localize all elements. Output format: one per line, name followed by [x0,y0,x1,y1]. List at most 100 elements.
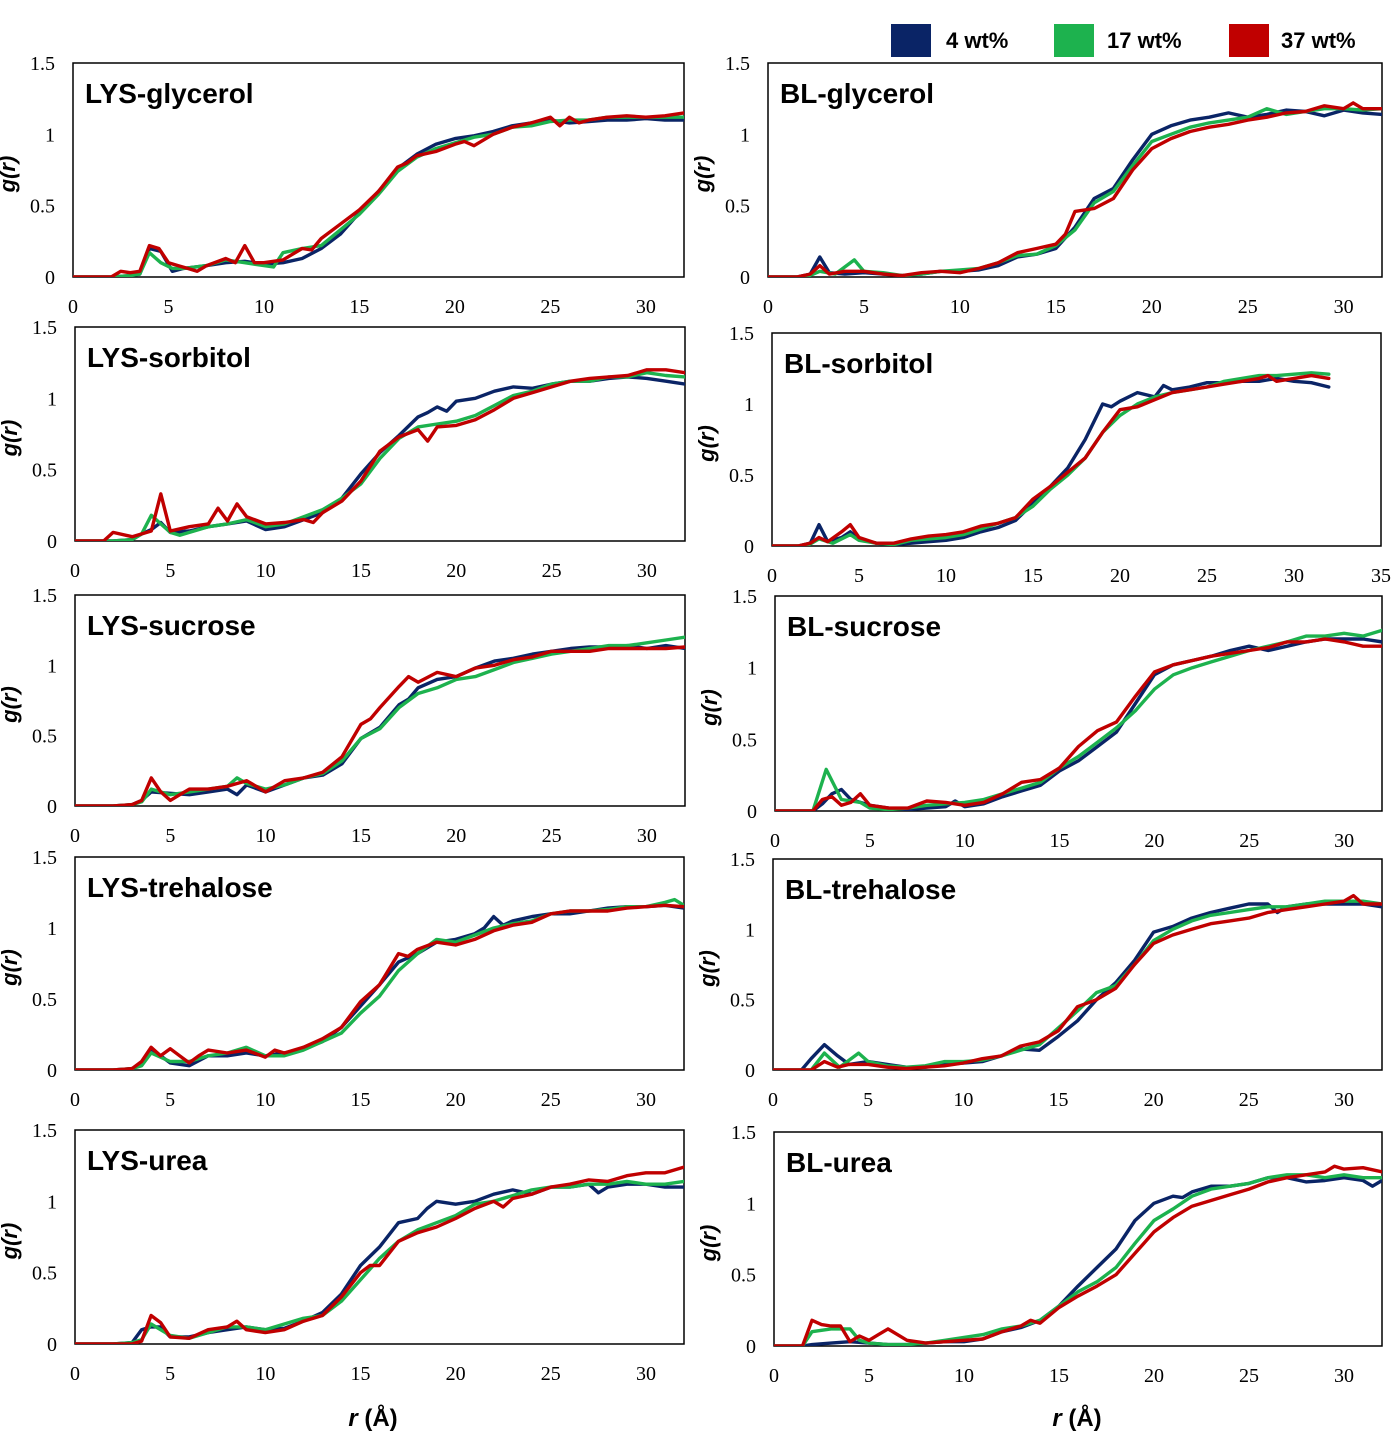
x-tick-label: 30 [636,1089,656,1111]
plot-frame [74,326,686,542]
y-tick-label: 1.5 [32,1120,57,1142]
series-line [774,1173,1382,1346]
x-tick-label: 35 [1371,565,1391,587]
y-tick-label: 1.5 [32,847,57,869]
x-tick-label: 0 [763,296,773,318]
x-tick-label: 20 [446,825,466,847]
y-tick-label: 1 [746,1193,756,1215]
x-tick-label: 30 [1284,565,1304,587]
plot-frame [771,332,1382,547]
y-tick-label: 0 [47,1334,57,1356]
y-axis-label: g(r) [0,686,22,724]
x-tick-label: 0 [770,830,780,852]
chart-panel: 0 0.5 1 1.5 0 5 10 15 20 25 30 g(r) BL-trehalose [695,849,1383,1111]
x-tick-label: 30 [636,296,656,318]
y-tick-label: 0.5 [730,990,755,1012]
y-axis-label: g(r) [696,1225,721,1263]
x-tick-label: 15 [349,296,369,318]
series-line [75,1165,684,1344]
y-tick-label: 0 [746,1336,756,1358]
x-tick-label: 15 [1048,1089,1068,1111]
y-tick-label: 1.5 [725,53,750,75]
x-tick-label: 5 [863,1089,873,1111]
x-tick-label: 30 [1334,1365,1354,1387]
plot-frame [74,856,685,1071]
y-tick-label: 0 [740,267,750,289]
x-tick-label: 20 [446,1089,466,1111]
y-tick-label: 0.5 [32,1263,57,1285]
x-tick-label: 5 [864,1365,874,1387]
series-line [75,645,685,806]
series-line [774,1164,1382,1346]
x-tick-label: 20 [446,560,466,582]
y-tick-label: 1 [747,658,757,680]
x-tick-label: 30 [1334,1089,1354,1111]
x-tick-label: 5 [854,565,864,587]
panel-title: LYS-sorbitol [87,342,251,373]
y-axis-label: g(r) [697,689,722,727]
y-tick-label: 1 [45,124,55,146]
panel-title: BL-sorbitol [784,348,933,379]
panel-title: BL-trehalose [785,874,956,905]
x-tick-label: 25 [1197,565,1217,587]
plot-frame [74,594,686,807]
x-tick-label: 20 [1144,1089,1164,1111]
x-tick-label: 15 [1046,296,1066,318]
y-tick-label: 0 [47,531,57,553]
x-axis-label-left: r (Å) [348,1404,397,1432]
y-tick-label: 0.5 [729,465,754,487]
x-tick-label: 5 [165,825,175,847]
panel-title: LYS-sucrose [87,610,256,641]
y-tick-label: 1.5 [729,323,754,345]
y-tick-label: 1 [47,918,57,940]
chart-panel: 0 0.5 1 1.5 0 5 10 15 20 25 30 g(r) LYS-glycerol [0,53,685,318]
y-axis-label: g(r) [695,950,720,988]
x-tick-label: 15 [351,825,371,847]
y-tick-label: 0.5 [32,989,57,1011]
x-tick-label: 30 [1334,830,1354,852]
x-tick-label: 30 [637,560,657,582]
x-tick-label: 20 [1142,296,1162,318]
legend-swatch [891,24,931,57]
x-tick-label: 5 [165,560,175,582]
y-tick-label: 1.5 [731,1122,756,1144]
x-tick-label: 25 [542,560,562,582]
panels: 00.511.50 5 10 15 20 25 30g(r)LYS-glycerol00.5… [0,53,1391,1387]
x-tick-label: 15 [350,1089,370,1111]
x-tick-label: 5 [859,296,869,318]
series-line [73,111,684,277]
x-tick-label: 0 [70,1363,80,1385]
chart-panel: 0 0.5 1 1.5 0 5 10 15 20 25 30 g(r) BL-sucrose [697,586,1383,852]
x-tick-label: 5 [163,296,173,318]
series-line [773,899,1382,1070]
y-tick-label: 0.5 [30,196,55,218]
legend-label: 4 wt% [946,28,1008,53]
x-tick-label: 0 [68,296,78,318]
chart-panel: 0 0.5 1 1.5 0 5 10 15 20 25 30 g(r) BL-glycerol [690,53,1383,318]
x-tick-label: 30 [1334,296,1354,318]
plot-frame [74,1129,685,1345]
y-axis-label: g(r) [0,156,20,194]
x-tick-label: 25 [1239,1089,1259,1111]
x-tick-label: 30 [636,1363,656,1385]
x-tick-label: 25 [541,1363,561,1385]
y-tick-label: 1 [47,1191,57,1213]
legend-label: 37 wt% [1281,28,1356,53]
x-tick-label: 5 [165,1363,175,1385]
y-tick-label: 0.5 [732,729,757,751]
x-tick-label: 0 [767,565,777,587]
y-tick-label: 1.5 [732,586,757,608]
y-axis-label: g(r) [0,1223,22,1261]
x-tick-label: 25 [541,1089,561,1111]
plot-frame [774,595,1383,812]
plot-frame [72,62,685,278]
y-axis-label: g(r) [694,425,719,463]
panel-title: LYS-urea [87,1145,208,1176]
chart-panel: 0 0.5 1 1.5 0 5 10 15 20 25 30 g(r) BL-urea [696,1122,1383,1387]
x-tick-label: 0 [768,1089,778,1111]
x-tick-label: 25 [1239,830,1259,852]
x-tick-label: 0 [70,560,80,582]
plot-frame [767,62,1383,278]
panel-title: BL-sucrose [787,611,941,642]
